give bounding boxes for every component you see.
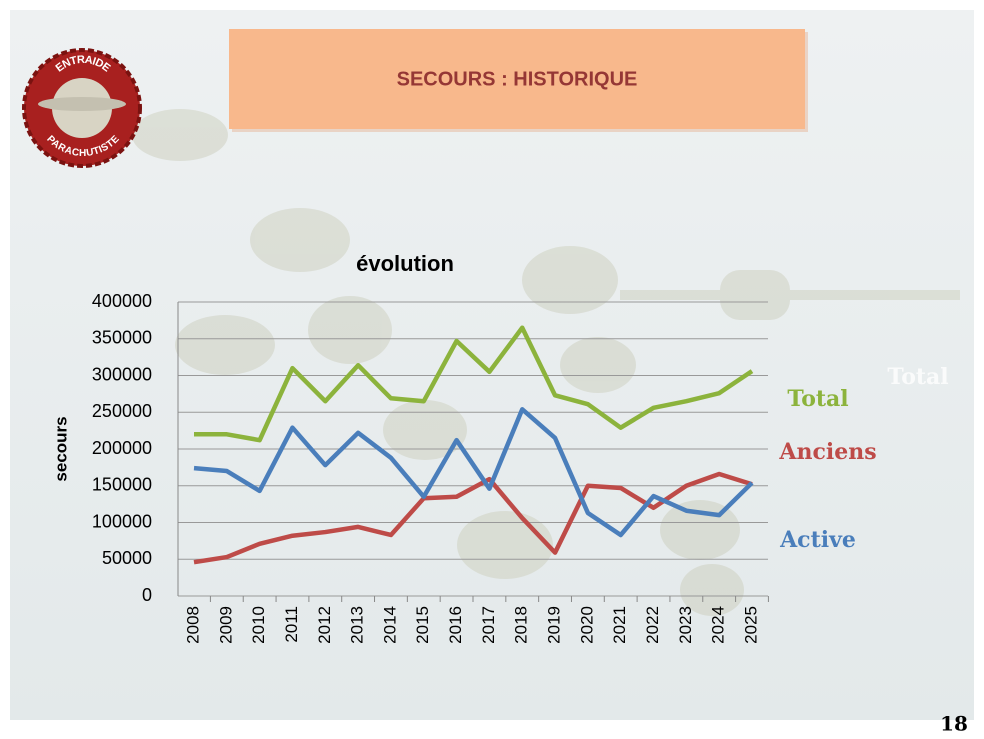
x-tick-label: 2019 bbox=[545, 606, 564, 644]
x-tick-label: 2025 bbox=[741, 606, 760, 644]
x-tick-label: 2013 bbox=[348, 606, 367, 644]
y-tick-label: 50000 bbox=[102, 548, 152, 568]
legend-label: Total bbox=[787, 386, 848, 412]
y-tick-label: 350000 bbox=[92, 328, 152, 348]
x-tick-label: 2022 bbox=[643, 606, 662, 644]
x-tick-label: 2020 bbox=[577, 606, 596, 644]
y-tick-label: 0 bbox=[142, 585, 152, 605]
x-tick-label: 2015 bbox=[413, 606, 432, 644]
x-tick-label: 2016 bbox=[446, 606, 465, 644]
y-tick-label: 400000 bbox=[92, 291, 152, 311]
x-tick-label: 2021 bbox=[610, 606, 629, 644]
slide-title: SECOURS : HISTORIQUE bbox=[397, 68, 638, 90]
y-tick-label: 100000 bbox=[92, 511, 152, 531]
x-tick-label: 2023 bbox=[676, 606, 695, 644]
y-tick-label: 200000 bbox=[92, 438, 152, 458]
x-tick-label: 2010 bbox=[249, 606, 268, 644]
x-tick-label: 2009 bbox=[216, 606, 235, 644]
y-tick-label: 250000 bbox=[92, 401, 152, 421]
y-tick-label: 300000 bbox=[92, 364, 152, 384]
x-tick-label: 2024 bbox=[709, 606, 728, 644]
legend-label: Active bbox=[779, 527, 856, 553]
x-tick-label: 2008 bbox=[183, 606, 202, 644]
logo: ENTRAIDE PARACHUTISTE bbox=[24, 50, 140, 166]
x-tick-label: 2017 bbox=[479, 606, 498, 644]
legend-label: Anciens bbox=[778, 439, 876, 465]
page-number: 18 bbox=[940, 712, 968, 736]
slide: ENTRAIDE PARACHUTISTE SECOURS : HISTORIQ… bbox=[0, 0, 984, 739]
y-tick-label: 150000 bbox=[92, 475, 152, 495]
x-tick-label: 2014 bbox=[380, 606, 399, 644]
x-tick-label: 2011 bbox=[282, 606, 301, 643]
y-axis-title: secours bbox=[51, 416, 70, 481]
x-tick-label: 2018 bbox=[512, 606, 531, 644]
chart-title: évolution bbox=[356, 251, 454, 276]
x-tick-label: 2012 bbox=[315, 606, 334, 644]
watermark: Total bbox=[887, 364, 948, 390]
